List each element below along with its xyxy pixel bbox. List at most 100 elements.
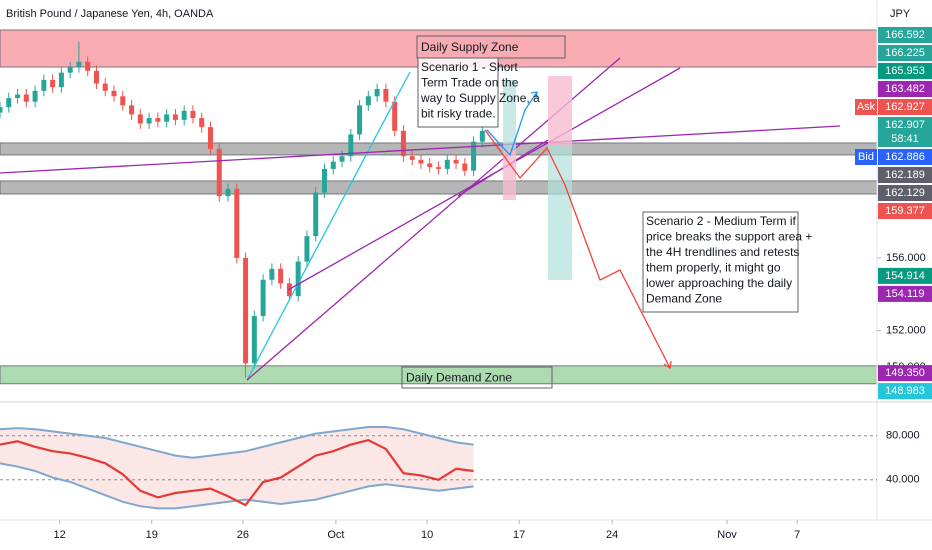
x-tick-label: 26 [237,529,249,541]
annotations: Daily Supply Zone Daily Demand Zone Scenar… [401,35,812,389]
candle-body [102,83,108,91]
price-label: 162.927 [885,101,925,113]
candle-body [172,114,178,120]
price-label: 162.129 [885,187,925,199]
price-label-bg [878,117,932,148]
candle-body [330,161,336,169]
price-label: 163.482 [885,83,925,95]
candle-body [15,94,21,99]
candle-body [129,105,135,115]
note-line: price breaks the support area + [646,230,812,244]
candle-body [216,148,222,197]
candle-body [392,101,398,131]
price-label-bg [878,99,932,116]
position-loss [503,150,516,200]
price-label-bg [878,81,932,98]
x-tick-label: Oct [327,529,344,541]
price-label-bg [878,185,932,202]
price-tag-bg [855,99,877,116]
candle-body [111,90,117,97]
note-line: Scenario 2 - Medium Term if [646,214,796,228]
y-tick-label: 80.000 [886,430,920,442]
price-label: 148.983 [885,385,925,397]
candle-body [76,61,82,68]
price-label: 159.377 [885,205,925,217]
price-label: 165.953 [885,65,925,77]
price-label-bg [878,27,932,44]
candle-body [453,159,459,164]
price-tag: Bid [858,151,874,163]
price-label: 154.914 [885,270,925,282]
candle-body [418,159,424,164]
candles [0,41,485,378]
oscillator: 80.000 40.000 [0,426,920,510]
candle-body [58,72,64,88]
price-tag: Ask [857,101,876,113]
y-tick-label: 156.000 [886,252,926,264]
trendline [0,125,841,174]
x-tick-label: 19 [146,529,158,541]
candle-body [409,156,415,160]
candle-body [146,118,152,124]
drawings [0,57,841,381]
note-line: way to Supply Zone, a [420,91,540,105]
candle-body [427,163,433,168]
trendline [246,71,411,381]
candle-body [41,79,47,91]
candle-body [199,118,205,128]
candle-body [436,167,441,169]
candle-body [357,105,363,135]
candle-body [260,279,266,317]
candle-body [295,261,301,297]
price-label-bg [878,383,932,400]
x-tick-label: 7 [794,529,800,541]
price-label-bg [878,149,932,166]
candle-body [365,96,371,106]
candle-body [23,94,29,102]
zone-label: Daily Supply Zone [421,40,519,54]
x-tick-label: Nov [717,529,737,541]
price-label-bg [878,365,932,382]
candle-body [50,79,56,88]
x-tick-label: 24 [606,529,618,541]
price-label: 154.119 [886,288,925,300]
candle-body [471,141,477,171]
candle-body [234,188,240,258]
note-line: lower approaching the daily [646,276,792,290]
projection-path [484,129,671,369]
candle-body [313,192,319,237]
price-label-bg [878,63,932,80]
price-label: 166.592 [885,29,925,41]
candle-body [85,61,91,71]
candle-body [0,107,3,113]
price-label: 162.189 [885,169,925,181]
note-line: the 4H trendlines and retests [646,245,799,259]
position-profit [548,145,572,280]
candle-body [321,168,327,193]
candle-body [278,268,284,284]
y-tick-label: 152.000 [886,325,926,337]
note-box [401,366,553,389]
price-label-bg [878,45,932,62]
candle-body [225,188,231,197]
note-line: Demand Zone [646,292,722,306]
price-label: 166.225 [885,47,925,59]
price-scale: 156.000152.000150.000121926Oct101724Nov7… [54,27,932,541]
oscillator-line [0,439,474,507]
oscillator-line [0,426,474,459]
price-label: 162.907 [885,119,925,131]
candle-body [348,134,354,157]
note-box [417,57,499,128]
candle-body [374,89,380,97]
candle-body [339,156,345,162]
price-label-bg [878,285,932,302]
countdown: 58:41 [891,133,919,145]
candle-body [243,257,249,364]
x-tick-label: 10 [421,529,433,541]
y-tick-label: 40.000 [886,474,920,486]
zone [0,180,878,195]
price-label-bg [878,203,932,220]
candle-body [207,127,213,149]
